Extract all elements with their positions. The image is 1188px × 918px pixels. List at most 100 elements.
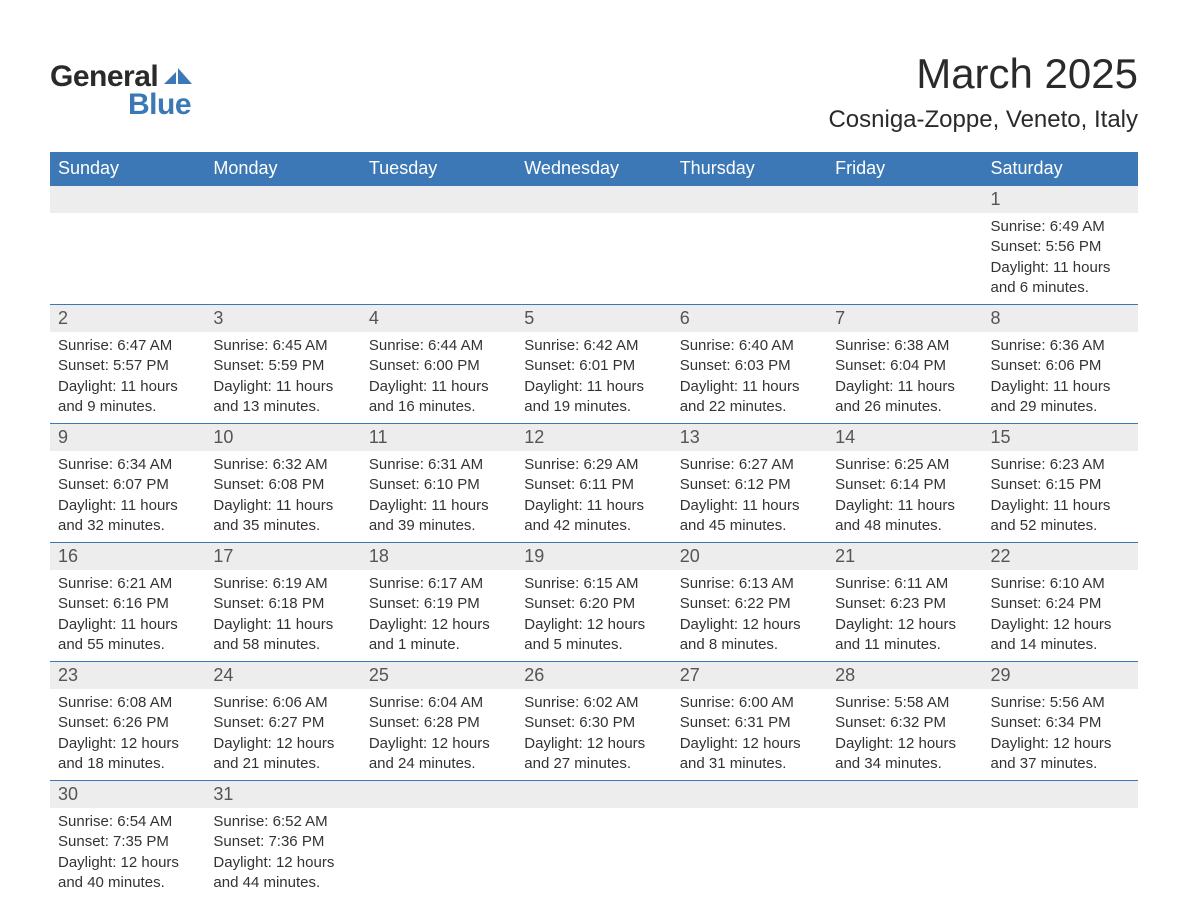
page-title: March 2025 bbox=[828, 50, 1138, 98]
day-number: 10 bbox=[213, 427, 233, 447]
sunset-text: Sunset: 6:06 PM bbox=[991, 356, 1130, 376]
sunset-text: Sunset: 6:11 PM bbox=[524, 475, 663, 495]
detail-row: Sunrise: 6:47 AMSunset: 5:57 PMDaylight:… bbox=[50, 332, 1138, 424]
day-detail-cell: Sunrise: 6:04 AMSunset: 6:28 PMDaylight:… bbox=[361, 689, 516, 781]
day-detail-cell: Sunrise: 6:02 AMSunset: 6:30 PMDaylight:… bbox=[516, 689, 671, 781]
day-detail-cell: Sunrise: 6:17 AMSunset: 6:19 PMDaylight:… bbox=[361, 570, 516, 662]
sunset-text: Sunset: 6:32 PM bbox=[835, 713, 974, 733]
sunset-text: Sunset: 6:27 PM bbox=[213, 713, 352, 733]
day-number-cell: 17 bbox=[205, 543, 360, 571]
daylight-text: Daylight: 11 hours and 45 minutes. bbox=[680, 496, 819, 537]
detail-row: Sunrise: 6:34 AMSunset: 6:07 PMDaylight:… bbox=[50, 451, 1138, 543]
day-header: Tuesday bbox=[361, 152, 516, 186]
day-detail-cell: Sunrise: 6:47 AMSunset: 5:57 PMDaylight:… bbox=[50, 332, 205, 424]
sunrise-text: Sunrise: 6:25 AM bbox=[835, 455, 974, 475]
sunset-text: Sunset: 6:30 PM bbox=[524, 713, 663, 733]
day-number-cell: 27 bbox=[672, 662, 827, 690]
day-detail-cell: Sunrise: 5:56 AMSunset: 6:34 PMDaylight:… bbox=[983, 689, 1138, 781]
daylight-text: Daylight: 11 hours and 52 minutes. bbox=[991, 496, 1130, 537]
sunset-text: Sunset: 6:00 PM bbox=[369, 356, 508, 376]
day-header: Saturday bbox=[983, 152, 1138, 186]
sunrise-text: Sunrise: 6:27 AM bbox=[680, 455, 819, 475]
sunrise-text: Sunrise: 6:36 AM bbox=[991, 336, 1130, 356]
logo-sail-icon bbox=[164, 66, 192, 86]
day-number: 31 bbox=[213, 784, 233, 804]
day-header: Wednesday bbox=[516, 152, 671, 186]
daylight-text: Daylight: 11 hours and 16 minutes. bbox=[369, 377, 508, 418]
sunrise-text: Sunrise: 6:06 AM bbox=[213, 693, 352, 713]
daylight-text: Daylight: 12 hours and 31 minutes. bbox=[680, 734, 819, 775]
day-detail-cell: Sunrise: 6:36 AMSunset: 6:06 PMDaylight:… bbox=[983, 332, 1138, 424]
sunset-text: Sunset: 6:26 PM bbox=[58, 713, 197, 733]
daylight-text: Daylight: 11 hours and 13 minutes. bbox=[213, 377, 352, 418]
day-detail-cell bbox=[827, 808, 982, 899]
day-detail-cell: Sunrise: 6:29 AMSunset: 6:11 PMDaylight:… bbox=[516, 451, 671, 543]
day-number-cell bbox=[672, 781, 827, 809]
day-number: 22 bbox=[991, 546, 1011, 566]
sunrise-text: Sunrise: 6:04 AM bbox=[369, 693, 508, 713]
day-number-cell: 22 bbox=[983, 543, 1138, 571]
day-detail-cell bbox=[516, 213, 671, 305]
day-number: 30 bbox=[58, 784, 78, 804]
sunrise-text: Sunrise: 6:19 AM bbox=[213, 574, 352, 594]
daylight-text: Daylight: 11 hours and 22 minutes. bbox=[680, 377, 819, 418]
sunset-text: Sunset: 6:24 PM bbox=[991, 594, 1130, 614]
day-header-row: Sunday Monday Tuesday Wednesday Thursday… bbox=[50, 152, 1138, 186]
day-number-cell: 12 bbox=[516, 424, 671, 452]
sunrise-text: Sunrise: 6:54 AM bbox=[58, 812, 197, 832]
day-detail-cell: Sunrise: 6:38 AMSunset: 6:04 PMDaylight:… bbox=[827, 332, 982, 424]
sunset-text: Sunset: 6:31 PM bbox=[680, 713, 819, 733]
day-detail-cell: Sunrise: 6:52 AMSunset: 7:36 PMDaylight:… bbox=[205, 808, 360, 899]
daylight-text: Daylight: 12 hours and 8 minutes. bbox=[680, 615, 819, 656]
day-detail-cell: Sunrise: 6:32 AMSunset: 6:08 PMDaylight:… bbox=[205, 451, 360, 543]
day-number-cell bbox=[361, 781, 516, 809]
sunrise-text: Sunrise: 6:11 AM bbox=[835, 574, 974, 594]
day-number-cell: 3 bbox=[205, 305, 360, 333]
day-detail-cell: Sunrise: 6:40 AMSunset: 6:03 PMDaylight:… bbox=[672, 332, 827, 424]
day-number: 17 bbox=[213, 546, 233, 566]
day-number: 11 bbox=[369, 427, 388, 447]
sunrise-text: Sunrise: 6:23 AM bbox=[991, 455, 1130, 475]
daylight-text: Daylight: 12 hours and 18 minutes. bbox=[58, 734, 197, 775]
day-detail-cell bbox=[205, 213, 360, 305]
day-detail-cell bbox=[516, 808, 671, 899]
day-number: 12 bbox=[524, 427, 544, 447]
daylight-text: Daylight: 11 hours and 32 minutes. bbox=[58, 496, 197, 537]
sunrise-text: Sunrise: 6:45 AM bbox=[213, 336, 352, 356]
sunrise-text: Sunrise: 6:34 AM bbox=[58, 455, 197, 475]
day-number-cell: 5 bbox=[516, 305, 671, 333]
day-number-cell: 16 bbox=[50, 543, 205, 571]
sunrise-text: Sunrise: 6:21 AM bbox=[58, 574, 197, 594]
day-number-cell bbox=[983, 781, 1138, 809]
day-number-cell: 24 bbox=[205, 662, 360, 690]
daylight-text: Daylight: 11 hours and 55 minutes. bbox=[58, 615, 197, 656]
day-detail-cell: Sunrise: 6:31 AMSunset: 6:10 PMDaylight:… bbox=[361, 451, 516, 543]
day-number: 7 bbox=[835, 308, 845, 328]
day-detail-cell: Sunrise: 6:15 AMSunset: 6:20 PMDaylight:… bbox=[516, 570, 671, 662]
day-number: 3 bbox=[213, 308, 223, 328]
sunset-text: Sunset: 5:56 PM bbox=[991, 237, 1130, 257]
day-number-cell bbox=[672, 186, 827, 214]
daynum-row: 2345678 bbox=[50, 305, 1138, 333]
title-block: March 2025 Cosniga-Zoppe, Veneto, Italy bbox=[828, 50, 1138, 134]
day-detail-cell: Sunrise: 6:34 AMSunset: 6:07 PMDaylight:… bbox=[50, 451, 205, 543]
sunset-text: Sunset: 6:20 PM bbox=[524, 594, 663, 614]
day-number: 25 bbox=[369, 665, 389, 685]
day-number-cell: 18 bbox=[361, 543, 516, 571]
day-number: 9 bbox=[58, 427, 68, 447]
day-number-cell: 30 bbox=[50, 781, 205, 809]
daynum-row: 16171819202122 bbox=[50, 543, 1138, 571]
day-number: 20 bbox=[680, 546, 700, 566]
day-number: 13 bbox=[680, 427, 700, 447]
day-number-cell bbox=[516, 781, 671, 809]
day-number-cell: 25 bbox=[361, 662, 516, 690]
sunrise-text: Sunrise: 5:58 AM bbox=[835, 693, 974, 713]
day-number-cell bbox=[827, 781, 982, 809]
location: Cosniga-Zoppe, Veneto, Italy bbox=[828, 106, 1138, 134]
day-number-cell: 23 bbox=[50, 662, 205, 690]
day-number-cell: 21 bbox=[827, 543, 982, 571]
sunset-text: Sunset: 6:28 PM bbox=[369, 713, 508, 733]
daylight-text: Daylight: 12 hours and 40 minutes. bbox=[58, 853, 197, 894]
daynum-row: 9101112131415 bbox=[50, 424, 1138, 452]
sunrise-text: Sunrise: 6:44 AM bbox=[369, 336, 508, 356]
